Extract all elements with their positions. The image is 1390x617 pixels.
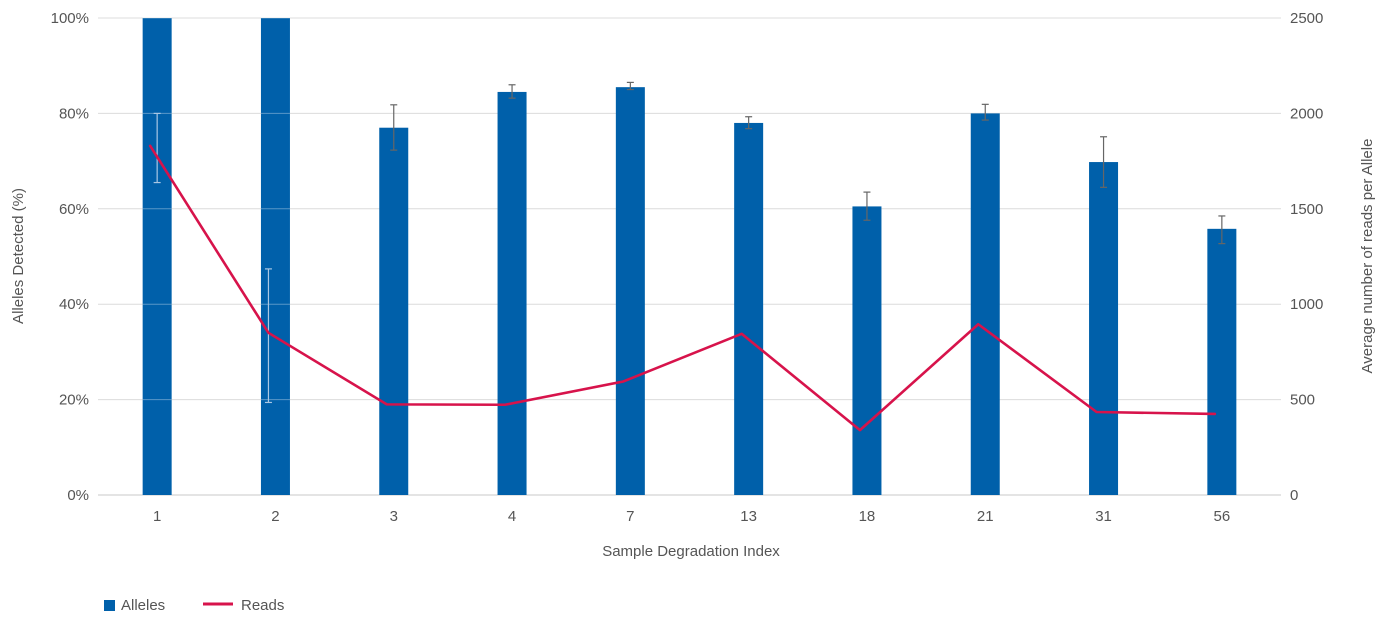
y2-tick-label: 2500 bbox=[1290, 10, 1323, 27]
right-axis-ticks: 0 500 1000 1500 2000 2500 bbox=[1290, 10, 1323, 504]
bar-alleles bbox=[734, 122, 764, 495]
alleles-bars bbox=[142, 17, 1237, 496]
bar-alleles bbox=[615, 87, 645, 495]
legend-alleles-label: Alleles bbox=[121, 597, 165, 614]
bar-alleles bbox=[852, 206, 882, 496]
error-bar-alleles bbox=[508, 84, 516, 99]
y2-axis-title: Average number of reads per Allele bbox=[1359, 139, 1376, 374]
left-axis-ticks: 0% 20% 40% 60% 80% 100% bbox=[51, 10, 89, 504]
x-tick-label: 13 bbox=[740, 508, 757, 525]
y-axis-title: Alleles Detected (%) bbox=[10, 188, 27, 324]
x-tick-label: 2 bbox=[271, 508, 279, 525]
reads-line bbox=[148, 144, 1217, 432]
error-bar-reads bbox=[264, 268, 272, 404]
x-tick-label: 56 bbox=[1214, 508, 1231, 525]
error-bar-alleles bbox=[1100, 136, 1108, 188]
x-axis-title: Sample Degradation Index bbox=[602, 543, 780, 560]
bar-alleles bbox=[497, 91, 527, 495]
y-tick-label: 40% bbox=[59, 296, 89, 313]
x-tick-label: 1 bbox=[153, 508, 161, 525]
legend: Alleles Reads bbox=[104, 597, 284, 614]
bar-alleles bbox=[142, 18, 172, 495]
x-tick-label: 31 bbox=[1095, 508, 1112, 525]
error-bar-alleles bbox=[626, 81, 634, 91]
error-bar-alleles bbox=[1218, 215, 1226, 245]
legend-alleles-swatch bbox=[104, 600, 115, 611]
x-tick-label: 3 bbox=[390, 508, 398, 525]
bar-alleles bbox=[1207, 228, 1237, 496]
x-tick-label: 4 bbox=[508, 508, 516, 525]
bar-alleles bbox=[379, 127, 409, 496]
bar-alleles bbox=[1089, 162, 1119, 495]
legend-reads-label: Reads bbox=[241, 597, 284, 614]
y2-tick-label: 1500 bbox=[1290, 201, 1323, 218]
y-tick-label: 0% bbox=[67, 487, 89, 504]
reads-line-layer bbox=[148, 144, 1217, 432]
y-tick-label: 20% bbox=[59, 392, 89, 409]
error-bar-alleles bbox=[981, 103, 989, 121]
y-tick-label: 100% bbox=[51, 10, 89, 27]
error-bar-alleles bbox=[863, 191, 871, 221]
y-tick-label: 60% bbox=[59, 201, 89, 218]
bar-alleles bbox=[970, 113, 1000, 496]
error-bars bbox=[153, 81, 1226, 404]
y-tick-label: 80% bbox=[59, 105, 89, 122]
y2-tick-label: 1000 bbox=[1290, 296, 1323, 313]
y2-tick-label: 500 bbox=[1290, 392, 1315, 409]
x-tick-label: 7 bbox=[626, 508, 634, 525]
error-bar-alleles bbox=[153, 112, 161, 184]
x-axis-ticks: 1 2 3 4 7 13 18 21 31 56 bbox=[153, 508, 1230, 525]
error-bar-alleles bbox=[390, 104, 398, 151]
error-bar-alleles bbox=[745, 116, 753, 130]
bar-alleles bbox=[260, 18, 290, 495]
x-tick-label: 21 bbox=[977, 508, 994, 525]
grid-lines bbox=[98, 17, 1281, 496]
x-tick-label: 18 bbox=[859, 508, 876, 525]
y2-tick-label: 0 bbox=[1290, 487, 1298, 504]
y2-tick-label: 2000 bbox=[1290, 105, 1323, 122]
